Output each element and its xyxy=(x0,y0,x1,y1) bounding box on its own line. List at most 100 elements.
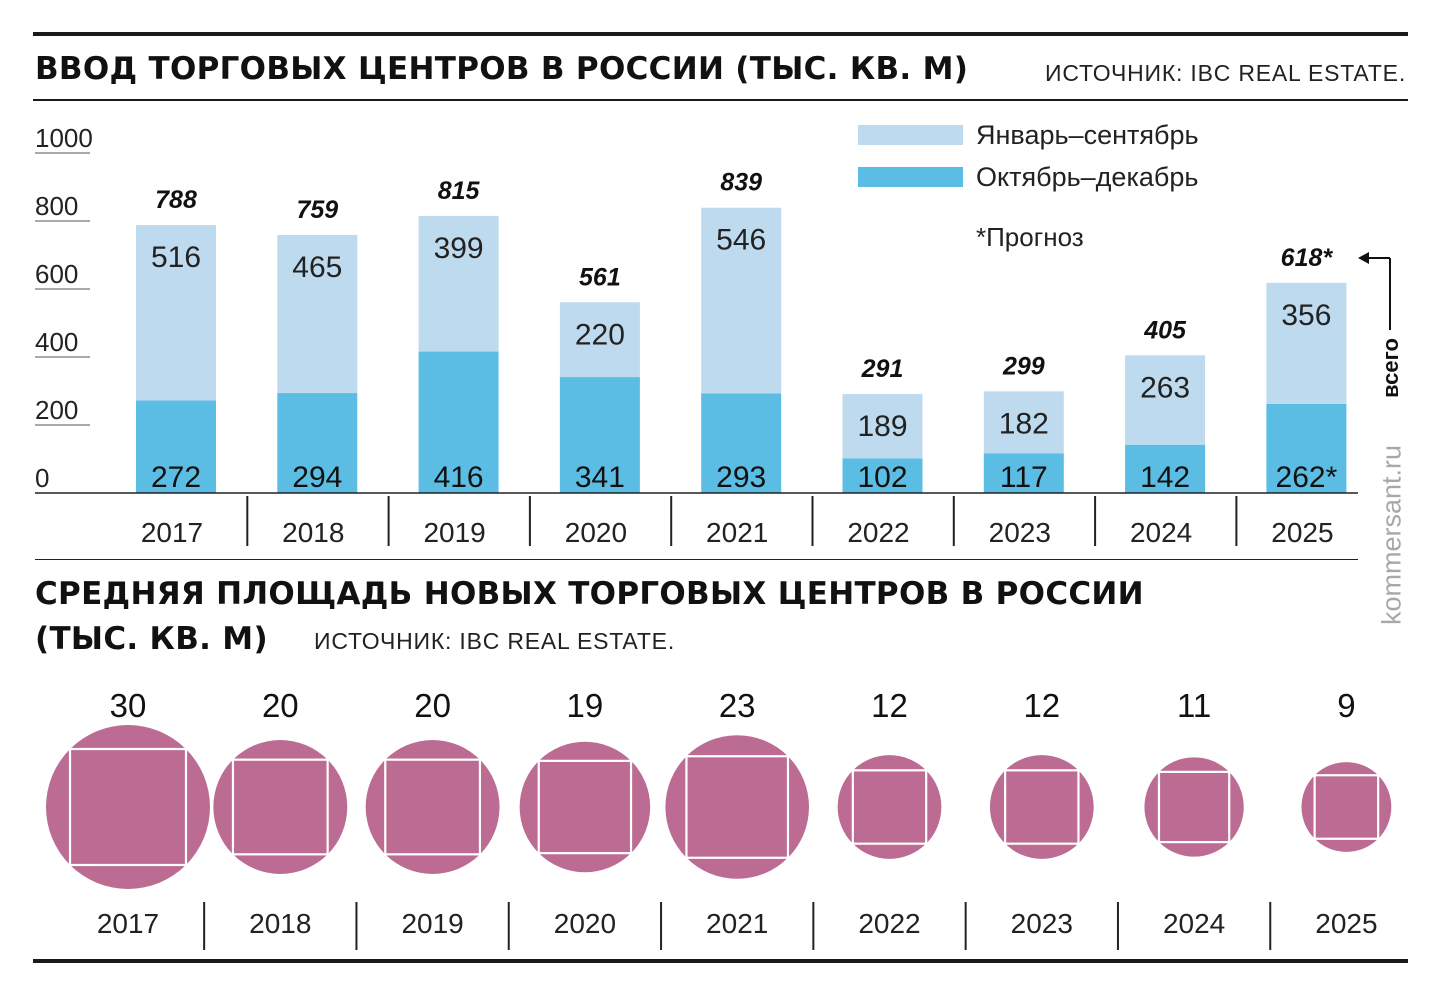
x-tick-label: 2025 xyxy=(1271,517,1333,548)
y-tick-label: 0 xyxy=(35,463,49,493)
bar-oct-dec-2025 xyxy=(1266,403,1347,493)
total-label: 291 xyxy=(861,355,904,383)
x-tick-label: 2024 xyxy=(1163,908,1225,939)
data-label-jan-sep: 220 xyxy=(575,318,625,351)
y-tick-label: 1000 xyxy=(35,123,93,153)
bar-jan-sep-2019 xyxy=(418,215,499,352)
data-label-oct-dec: 102 xyxy=(857,461,907,494)
chart-2-title-line2: (ТЫС. КВ. М) xyxy=(35,621,268,657)
total-label: 788 xyxy=(155,186,197,214)
x-tick-label: 2023 xyxy=(989,517,1051,548)
bubble-2024 xyxy=(1144,757,1244,857)
data-label-jan-sep: 356 xyxy=(1281,299,1331,332)
bar-oct-dec-2023 xyxy=(983,453,1064,493)
bar-chart: 0 200 400 600 800 1000 272 516 788 2017 294 465 759 2… xyxy=(35,120,1403,560)
x-tick-label: 2020 xyxy=(554,908,616,939)
bubble-2022 xyxy=(837,755,942,859)
data-label-jan-sep: 189 xyxy=(857,410,907,443)
chart-2-title: СРЕДНЯЯ ПЛОЩАДЬ НОВЫХ ТОРГОВЫХ ЦЕНТРОВ В… xyxy=(35,576,1144,612)
bar-oct-dec-2018 xyxy=(277,393,358,493)
legend-swatch-jan-sep xyxy=(858,125,963,145)
data-label-oct-dec: 293 xyxy=(716,461,766,494)
x-tick-label: 2017 xyxy=(141,517,203,548)
bubble-2020 xyxy=(519,741,651,873)
bubble-inner-square xyxy=(1004,769,1080,845)
legend-label-jan-sep: Январь–сентябрь xyxy=(976,120,1199,150)
x-tick-label: 2018 xyxy=(249,908,311,939)
bubble-value-label: 11 xyxy=(1177,687,1211,724)
bar-oct-dec-2022 xyxy=(842,458,923,493)
bar-oct-dec-2019 xyxy=(418,351,499,493)
total-label: 759 xyxy=(296,196,338,224)
bubble-value-label: 30 xyxy=(110,687,147,724)
bubble-inner-square xyxy=(231,758,329,856)
bar-oct-dec-2017 xyxy=(136,400,216,493)
x-tick-label: 2022 xyxy=(858,908,920,939)
bubble-2023 xyxy=(989,755,1094,859)
data-label-jan-sep: 465 xyxy=(292,251,342,284)
x-tick-label: 2019 xyxy=(423,517,485,548)
bubble-value-label: 20 xyxy=(262,687,299,724)
bubble-value-label: 20 xyxy=(414,687,451,724)
bubble-inner-square xyxy=(537,759,633,855)
bubble-2021 xyxy=(665,735,809,879)
bubble-2018 xyxy=(213,740,348,874)
data-label-jan-sep: 399 xyxy=(434,232,484,265)
x-tick-label: 2024 xyxy=(1130,517,1192,548)
bar-jan-sep-2022 xyxy=(842,394,923,459)
data-label-oct-dec: 294 xyxy=(292,461,342,494)
footnote: *Прогноз xyxy=(976,222,1084,252)
x-tick-label: 2022 xyxy=(847,517,909,548)
y-tick-label: 800 xyxy=(35,191,78,221)
data-label-jan-sep: 263 xyxy=(1140,371,1190,404)
data-label-jan-sep: 182 xyxy=(999,407,1049,440)
bubble-inner-square xyxy=(851,769,928,845)
bubble-value-label: 9 xyxy=(1337,687,1355,724)
bubble-value-label: 23 xyxy=(719,687,756,724)
total-marker-arrowhead xyxy=(1358,252,1369,264)
data-label-oct-dec: 262* xyxy=(1276,461,1338,494)
x-tick-label: 2019 xyxy=(401,908,463,939)
x-tick-label: 2020 xyxy=(565,517,627,548)
total-label: 618* xyxy=(1281,244,1334,272)
bar-oct-dec-2024 xyxy=(1125,444,1206,493)
bar-jan-sep-2024 xyxy=(1125,355,1206,445)
x-tick-label: 2018 xyxy=(282,517,344,548)
data-label-oct-dec: 416 xyxy=(434,461,484,494)
bar-oct-dec-2020 xyxy=(559,377,640,493)
y-tick-label: 400 xyxy=(35,327,78,357)
legend-swatch-oct-dec xyxy=(858,167,963,187)
data-label-oct-dec: 272 xyxy=(151,461,201,494)
bubble-inner-square xyxy=(1313,774,1380,840)
bubble-chart: 30 2017 20 2018 20 2019 19 2020 23 2021 12 2022 12 20… xyxy=(46,687,1392,950)
legend-label-oct-dec: Октябрь–декабрь xyxy=(976,162,1198,192)
x-tick-label: 2025 xyxy=(1315,908,1377,939)
top-rule xyxy=(33,32,1408,36)
total-label: 839 xyxy=(720,169,762,197)
bar-jan-sep-2018 xyxy=(277,234,358,394)
bar-jan-sep-2020 xyxy=(559,302,640,378)
watermark: kommersant.ru xyxy=(1376,444,1407,626)
total-label: 561 xyxy=(579,263,621,291)
bubble-inner-square xyxy=(685,755,790,859)
bubble-inner-square xyxy=(384,758,482,856)
bar-jan-sep-2021 xyxy=(701,207,782,394)
bubble-value-label: 19 xyxy=(567,687,604,724)
total-label: 405 xyxy=(1143,316,1187,344)
y-tick-label: 600 xyxy=(35,259,78,289)
chart-1-title-rule xyxy=(33,99,1408,101)
total-marker-label: всего xyxy=(1378,338,1403,398)
data-label-oct-dec: 341 xyxy=(575,461,625,494)
x-tick-label: 2023 xyxy=(1011,908,1073,939)
data-label-jan-sep: 516 xyxy=(151,241,201,274)
chart-1-source: ИСТОЧНИК: IBC REAL ESTATE. xyxy=(1045,60,1407,86)
data-label-oct-dec: 142 xyxy=(1140,461,1190,494)
bar-jan-sep-2023 xyxy=(983,391,1064,454)
data-label-oct-dec: 117 xyxy=(1000,461,1048,494)
bubble-value-label: 12 xyxy=(871,687,908,724)
x-tick-label: 2021 xyxy=(706,908,768,939)
bar-jan-sep-2025 xyxy=(1266,282,1347,404)
bar-oct-dec-2021 xyxy=(701,393,782,493)
chart-1-title: ВВОД ТОРГОВЫХ ЦЕНТРОВ В РОССИИ (ТЫС. КВ.… xyxy=(35,51,969,87)
bubble-2017 xyxy=(46,725,210,889)
